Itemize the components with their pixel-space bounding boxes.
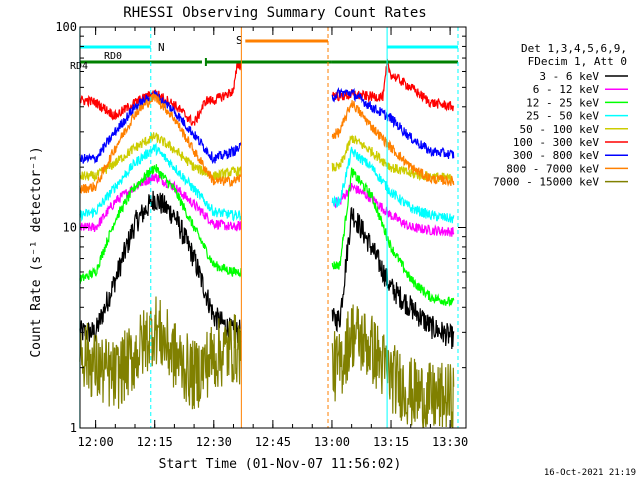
legend-label-7: 800 - 7000 keV: [506, 162, 599, 175]
series-line-3: [79, 142, 455, 224]
x-tick-label-12:45: 12:45: [255, 435, 291, 449]
x-axis-label: Start Time (01-Nov-07 11:56:02): [159, 457, 402, 472]
flag-label-s: S: [236, 34, 243, 47]
y-tick-label-1: 1: [70, 421, 77, 435]
y-tick-label-100: 100: [55, 20, 77, 34]
flag-label-rd4: RD4: [70, 61, 88, 72]
series-group: [79, 58, 455, 428]
legend: Det 1,3,4,5,6,9, FDecim 1, Att 0 3 - 6 k…: [493, 42, 628, 189]
legend-header-line-1: Det 1,3,4,5,6,9,: [521, 42, 627, 55]
legend-label-1: 6 - 12 keV: [533, 83, 600, 96]
x-tick-label-13:00: 13:00: [314, 435, 350, 449]
series-line-8: [79, 296, 455, 428]
axes: 1 10 100 12:00 12:15 12:30 12:45 13:00 13:15 13:3…: [55, 20, 468, 449]
legend-label-2: 12 - 25 keV: [526, 96, 599, 109]
y-axis-label: Count Rate (s⁻¹ detector⁻¹): [29, 146, 44, 357]
flag-label-rd0: RD0: [104, 51, 122, 62]
legend-label-6: 300 - 800 keV: [513, 149, 599, 162]
x-tick-label-12:30: 12:30: [196, 435, 232, 449]
series-line-1: [79, 173, 455, 237]
flag-label-n: N: [158, 41, 165, 54]
legend-label-8: 7000 - 15000 keV: [493, 176, 599, 189]
legend-label-4: 50 - 100 keV: [520, 123, 600, 136]
legend-label-0: 3 - 6 keV: [539, 70, 599, 83]
flag-bars: RD0 RD4 N S: [70, 27, 459, 428]
series-line-2: [79, 164, 455, 307]
generation-timestamp: 16-Oct-2021 21:19: [544, 468, 636, 478]
chart-title: RHESSI Observing Summary Count Rates: [123, 5, 426, 21]
legend-label-5: 100 - 300 keV: [513, 136, 599, 149]
x-tick-label-12:15: 12:15: [137, 435, 173, 449]
y-tick-label-10: 10: [63, 221, 77, 235]
series-line-0: [79, 190, 455, 350]
x-tick-label-13:15: 13:15: [373, 435, 409, 449]
series-line-7: [79, 92, 455, 194]
x-tick-label-12:00: 12:00: [78, 435, 114, 449]
legend-header-line-2: FDecim 1, Att 0: [528, 55, 627, 68]
x-tick-label-13:30: 13:30: [432, 435, 468, 449]
legend-label-3: 25 - 50 keV: [526, 110, 599, 123]
